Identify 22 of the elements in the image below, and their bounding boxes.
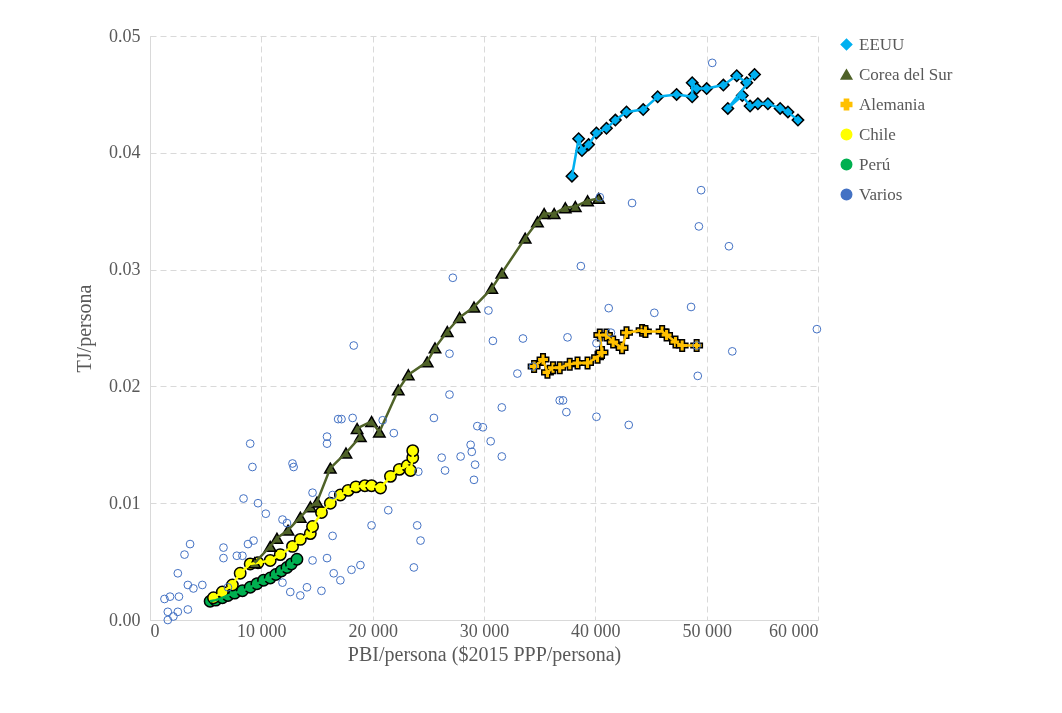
x-tick-label: 60 000 [769,620,819,641]
legend-label: Corea del Sur [859,64,953,84]
y-tick-label: 0.01 [109,492,141,513]
legend-label: Varios [859,184,903,204]
x-tick-label: 0 [150,620,160,641]
legend-label: EEUU [859,34,905,54]
y-axis-title: TJ/persona [73,284,96,373]
x-tick-label: 30 000 [459,620,510,641]
y-tick-label: 0.05 [109,25,141,46]
y-tick-label: 0.03 [109,259,141,280]
legend-label: Chile [859,124,896,144]
y-tick-label: 0.00 [109,609,141,630]
y-tick-label: 0.02 [109,375,141,396]
x-tick-label: 50 000 [682,620,732,641]
x-axis-title: PBI/persona ($2015 PPP/persona) [347,642,622,666]
x-tick-label: 20 000 [348,620,398,641]
legend-label: Alemania [859,94,926,114]
x-tick-label: 10 000 [237,620,287,641]
x-tick-label: 40 000 [571,620,621,641]
y-tick-label: 0.04 [109,142,141,163]
legend-label: Perú [859,154,891,174]
point [372,426,386,438]
